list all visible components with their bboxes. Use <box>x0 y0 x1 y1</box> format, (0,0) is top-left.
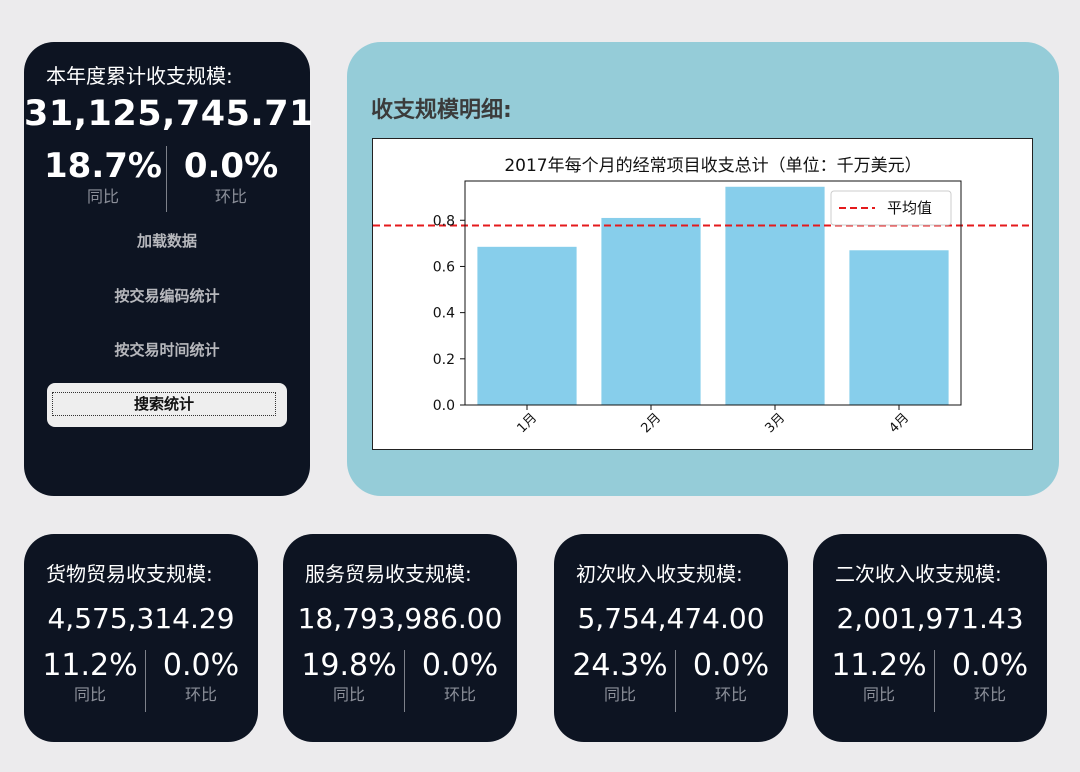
card-stat-row: 11.2% 同比 0.0% 环比 <box>24 648 258 712</box>
card-yoy-label: 同比 <box>603 685 636 704</box>
chart-bar <box>725 186 825 405</box>
card-yoy-label: 同比 <box>73 685 106 704</box>
x-tick-label: 3月 <box>763 411 789 437</box>
card-mom-value: 0.0% <box>421 648 499 683</box>
service-trade-card: 服务贸易收支规模: 18,793,986.00 19.8% 同比 0.0% 环比 <box>283 534 517 742</box>
card-yoy: 11.2% 同比 <box>34 648 146 706</box>
total-mom-label: 环比 <box>214 187 247 206</box>
x-tick-label: 2月 <box>639 411 665 437</box>
total-mom: 0.0% 环比 <box>166 146 296 208</box>
divider <box>404 650 405 712</box>
card-yoy: 11.2% 同比 <box>823 648 935 706</box>
goods-trade-card: 货物贸易收支规模: 4,575,314.29 11.2% 同比 0.0% 环比 <box>24 534 258 742</box>
card-value: 4,575,314.29 <box>47 602 235 635</box>
stat-by-code-button[interactable]: 按交易编码统计 <box>114 287 220 305</box>
card-yoy-label: 同比 <box>332 685 365 704</box>
card-mom-label: 环比 <box>443 685 476 704</box>
card-mom-label: 环比 <box>973 685 1006 704</box>
card-yoy: 24.3% 同比 <box>564 648 676 706</box>
search-stat-label: 搜索统计 <box>52 392 276 416</box>
secondary-income-card: 二次收入收支规模: 2,001,971.43 11.2% 同比 0.0% 环比 <box>813 534 1047 742</box>
stat-by-time-button[interactable]: 按交易时间统计 <box>114 341 220 359</box>
y-tick-label: 0.4 <box>433 306 455 322</box>
card-yoy-label: 同比 <box>862 685 895 704</box>
total-mom-value: 0.0% <box>183 146 279 186</box>
card-mom-label: 环比 <box>714 685 747 704</box>
card-mom: 0.0% 环比 <box>675 648 787 706</box>
bar-chart: 2017年每个月的经常项目收支总计（单位：千万美元） 1月 2月 3月 4月 0.0 0.2… <box>373 156 1032 437</box>
card-stat-row: 11.2% 同比 0.0% 环比 <box>813 648 1047 712</box>
chart-bar <box>477 246 577 405</box>
card-value: 5,754,474.00 <box>577 602 765 635</box>
card-stat-row: 19.8% 同比 0.0% 环比 <box>283 648 517 712</box>
card-value: 2,001,971.43 <box>836 602 1024 635</box>
card-mom-value: 0.0% <box>162 648 240 683</box>
chart-bar <box>849 250 949 405</box>
divider <box>145 650 146 712</box>
chart-container: 2017年每个月的经常项目收支总计（单位：千万美元） 1月 2月 3月 4月 0.0 0.2… <box>372 138 1033 450</box>
card-title: 货物贸易收支规模: <box>46 562 213 586</box>
card-title: 二次收入收支规模: <box>835 562 1002 586</box>
divider <box>934 650 935 712</box>
card-value: 18,793,986.00 <box>297 602 503 635</box>
chart-bar <box>601 217 701 405</box>
card-title: 初次收入收支规模: <box>576 562 743 586</box>
y-tick-label: 0.0 <box>433 398 455 414</box>
total-yoy: 18.7% 同比 <box>38 146 168 208</box>
card-yoy: 19.8% 同比 <box>293 648 405 706</box>
card-mom-label: 环比 <box>184 685 217 704</box>
card-yoy-value: 11.2% <box>42 648 138 683</box>
load-data-button[interactable]: 加载数据 <box>136 232 197 250</box>
card-mom-value: 0.0% <box>951 648 1029 683</box>
y-tick-label: 0.2 <box>433 352 455 368</box>
total-yoy-value: 18.7% <box>44 146 162 186</box>
card-mom: 0.0% 环比 <box>404 648 516 706</box>
detail-card: 收支规模明细: 2017年每个月的经常项目收支总计（单位：千万美元） 1月 2月 3月… <box>347 42 1059 496</box>
total-stat-row: 18.7% 同比 0.0% 环比 <box>24 146 310 216</box>
divider <box>675 650 676 712</box>
total-summary-card: 本年度累计收支规模: 31,125,745.71 18.7% 同比 0.0% 环… <box>24 42 314 496</box>
legend-label: 平均值 <box>887 199 932 217</box>
y-tick-label: 0.6 <box>433 259 455 275</box>
detail-title: 收支规模明细: <box>371 98 512 123</box>
card-yoy-value: 19.8% <box>301 648 397 683</box>
x-tick-label: 4月 <box>887 411 913 437</box>
card-mom: 0.0% 环比 <box>145 648 257 706</box>
card-title: 服务贸易收支规模: <box>305 562 472 586</box>
primary-income-card: 初次收入收支规模: 5,754,474.00 24.3% 同比 0.0% 环比 <box>554 534 788 742</box>
total-title: 本年度累计收支规模: <box>46 64 233 88</box>
search-stat-button[interactable]: 搜索统计 <box>47 383 287 427</box>
card-mom-value: 0.0% <box>692 648 770 683</box>
card-mom: 0.0% 环比 <box>934 648 1046 706</box>
total-value: 31,125,745.71 <box>24 94 314 134</box>
card-stat-row: 24.3% 同比 0.0% 环比 <box>554 648 788 712</box>
chart-title: 2017年每个月的经常项目收支总计（单位：千万美元） <box>504 156 921 176</box>
card-yoy-value: 24.3% <box>572 648 668 683</box>
legend-box <box>830 190 952 226</box>
plot-frame <box>464 180 962 406</box>
y-tick-label: 0.8 <box>433 213 455 229</box>
divider <box>166 146 167 212</box>
total-yoy-label: 同比 <box>86 187 119 206</box>
card-yoy-value: 11.2% <box>831 648 927 683</box>
x-tick-label: 1月 <box>515 411 541 437</box>
